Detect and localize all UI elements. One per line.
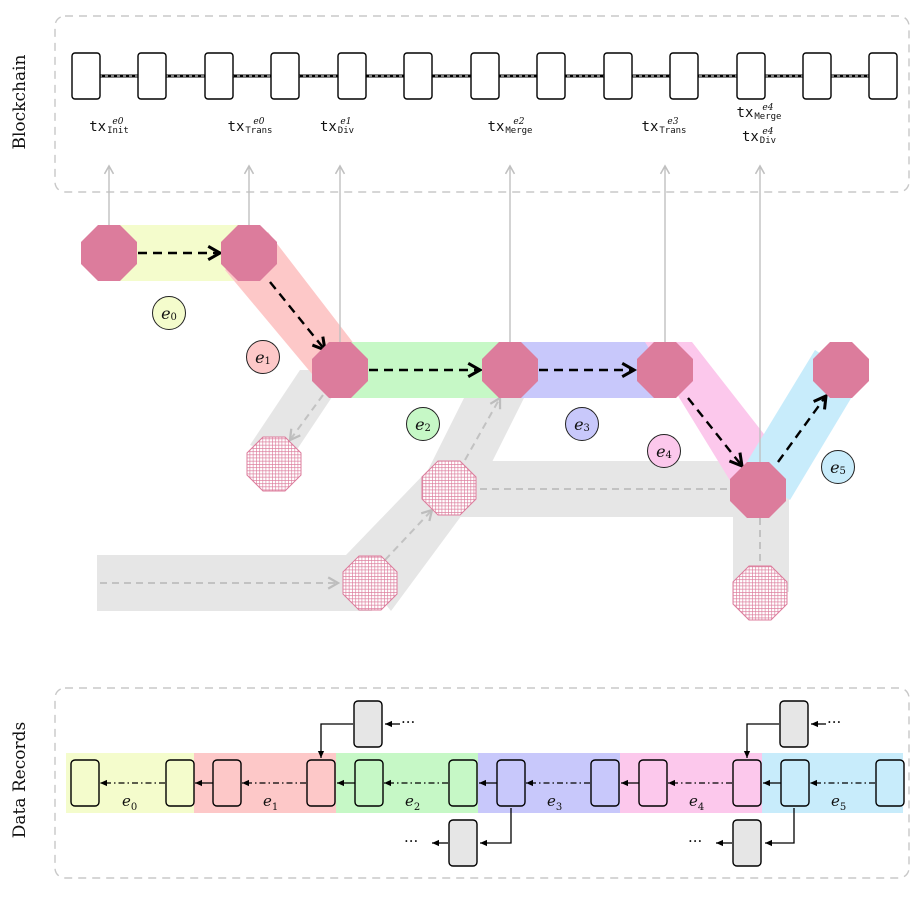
tx-label-trans-e0: tx e0 Trans [227,117,273,136]
ellipsis-div-out-2: ··· [688,832,703,850]
node [637,342,693,398]
record-external [353,700,383,748]
ellipsis-div-out-1: ··· [404,832,419,850]
tx-label-trans-e3: tx e3 Trans [641,117,687,136]
record-links [100,720,875,847]
main-nodes [81,225,869,518]
record [780,759,810,807]
record-external [448,819,478,867]
record [212,759,242,807]
hatched-nodes [246,436,788,621]
node [482,342,538,398]
block [337,52,367,100]
block [403,52,433,100]
block [736,52,766,100]
node [221,225,277,281]
tx-label-init-e0: tx e0 Init [89,117,129,136]
blockchain-chain [71,52,898,100]
record [590,759,620,807]
blockchain-section-label: Blockchain [10,54,30,150]
block [71,52,101,100]
node [312,342,368,398]
block [868,52,898,100]
tx-label-merge-e4: tx e4 Merge [736,103,782,122]
node [730,462,786,518]
blockchain-frame [54,15,910,193]
main-dashed-arrows [138,244,828,469]
record-label-e2: e2 [405,792,421,813]
records [70,700,905,867]
record [70,759,100,807]
record [732,759,762,807]
record [638,759,668,807]
node [813,342,869,398]
block [669,52,699,100]
record-label-e3: e3 [547,792,563,813]
record-label-e1: e1 [263,792,279,813]
record-external [779,700,809,748]
record-label-e4: e4 [689,792,705,813]
block [802,52,832,100]
ellipsis-merge-in-2: ··· [827,713,842,731]
tx-label-merge-e2: tx e2 Merge [487,117,533,136]
record [448,759,478,807]
ellipsis-merge-in-1: ··· [401,713,416,731]
block [536,52,566,100]
record [875,759,905,807]
block [603,52,633,100]
record [165,759,195,807]
block [470,52,500,100]
data-records-section-label: Data Records [10,721,30,839]
hatched-node [342,555,398,611]
record-external [732,819,762,867]
hatched-node [732,565,788,621]
block [270,52,300,100]
record [496,759,526,807]
hatched-node [246,436,302,492]
tx-links [103,164,766,462]
block [204,52,234,100]
tx-label-div-e4: tx e4 Div [741,127,777,146]
block [137,52,167,100]
hatched-node [421,460,477,516]
node [81,225,137,281]
record-label-e0: e0 [122,792,138,813]
record [354,759,384,807]
tx-label-div-e1: tx e1 Div [319,117,355,136]
record [306,759,336,807]
record-label-e5: e5 [831,792,847,813]
